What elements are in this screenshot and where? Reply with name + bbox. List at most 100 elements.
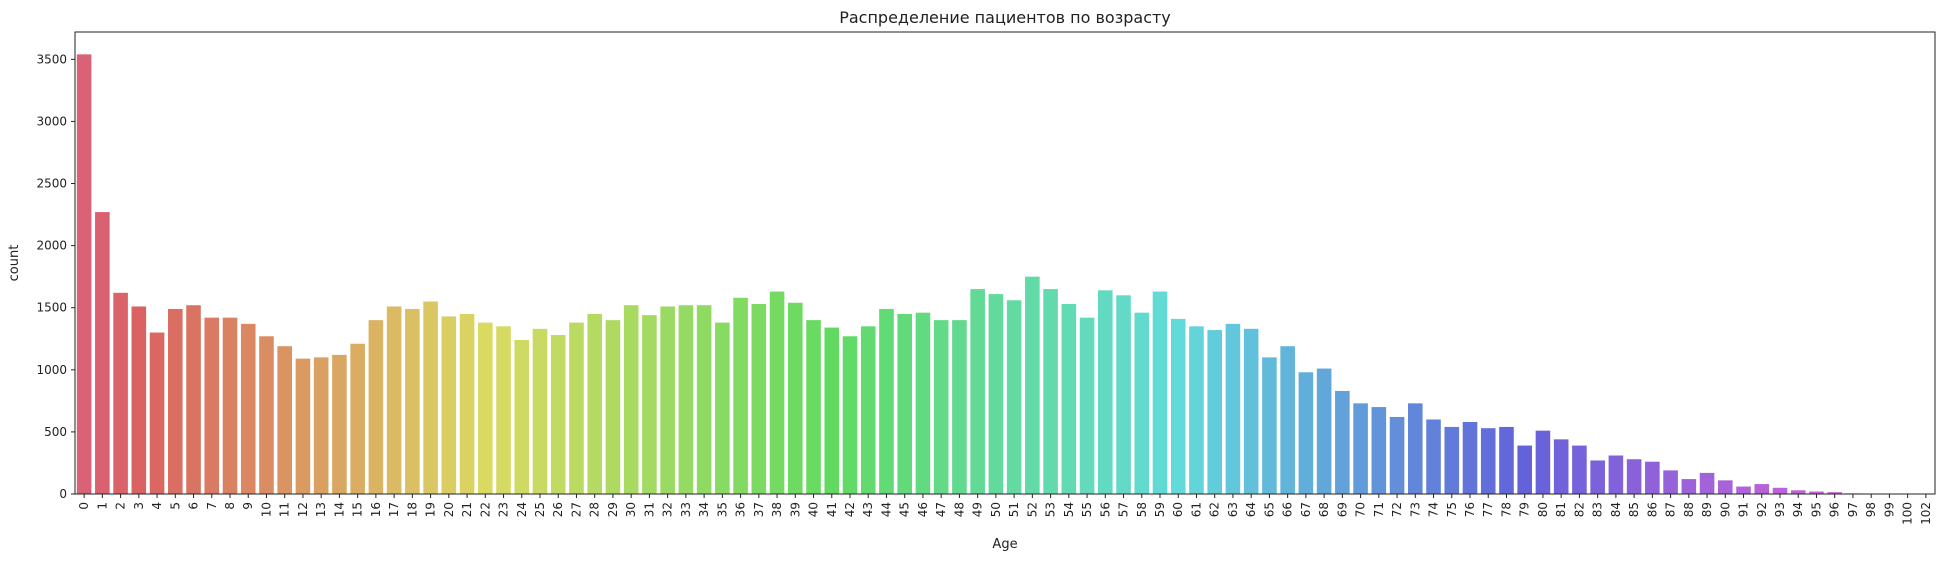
x-tick-label: 53 <box>1044 502 1058 517</box>
x-tick-label: 54 <box>1062 502 1076 517</box>
bar-age-57 <box>1116 295 1131 494</box>
x-tick-label: 18 <box>405 502 419 517</box>
bar-age-58 <box>1134 313 1149 494</box>
y-tick-label: 3500 <box>36 52 67 66</box>
x-tick-label: 59 <box>1153 502 1167 517</box>
x-tick-label: 86 <box>1645 502 1659 517</box>
x-tick-label: 65 <box>1262 502 1276 517</box>
bar-age-89 <box>1700 473 1715 494</box>
x-tick-label: 77 <box>1481 502 1495 517</box>
x-tick-label: 6 <box>187 502 201 510</box>
bar-age-47 <box>934 320 949 494</box>
x-tick-label: 55 <box>1080 502 1094 517</box>
bar-age-11 <box>277 346 292 494</box>
x-tick-label: 94 <box>1791 502 1805 517</box>
x-tick-label: 100 <box>1901 502 1915 525</box>
bar-age-74 <box>1426 419 1441 494</box>
x-tick-label: 5 <box>168 502 182 510</box>
bar-age-6 <box>186 305 201 494</box>
x-tick-label: 39 <box>788 502 802 517</box>
x-tick-label: 74 <box>1427 502 1441 517</box>
bar-age-90 <box>1718 480 1733 494</box>
x-tick-label: 70 <box>1354 502 1368 517</box>
bar-age-59 <box>1153 292 1168 494</box>
x-tick-label: 38 <box>770 502 784 517</box>
bar-age-31 <box>642 315 657 494</box>
bar-age-9 <box>241 324 256 494</box>
bar-age-12 <box>296 359 311 494</box>
x-tick-label: 88 <box>1682 502 1696 517</box>
x-tick-label: 97 <box>1846 502 1860 517</box>
x-tick-label: 7 <box>205 502 219 510</box>
x-tick-label: 83 <box>1591 502 1605 517</box>
x-tick-label: 89 <box>1700 502 1714 517</box>
bar-age-94 <box>1791 490 1806 494</box>
x-tick-label: 90 <box>1718 502 1732 517</box>
bar-age-45 <box>897 314 912 494</box>
x-tick-label: 27 <box>569 502 583 517</box>
bar-age-19 <box>423 302 438 495</box>
bar-age-46 <box>916 313 931 494</box>
x-tick-label: 57 <box>1117 502 1131 517</box>
x-tick-label: 99 <box>1882 502 1896 517</box>
bar-age-26 <box>551 335 566 494</box>
bar-age-65 <box>1262 357 1277 494</box>
bar-age-55 <box>1080 318 1095 494</box>
y-tick-label: 0 <box>59 487 67 501</box>
bar-age-25 <box>533 329 548 494</box>
x-tick-label: 43 <box>861 502 875 517</box>
x-tick-label: 60 <box>1171 502 1185 517</box>
bar-age-16 <box>369 320 384 494</box>
x-tick-label: 12 <box>296 502 310 517</box>
x-tick-label: 71 <box>1372 502 1386 517</box>
bars-group <box>77 54 1933 494</box>
x-tick-label: 47 <box>934 502 948 517</box>
y-tick-label: 2000 <box>36 239 67 253</box>
x-tick-label: 51 <box>1007 502 1021 517</box>
x-tick-label: 21 <box>460 502 474 517</box>
x-tick-label: 58 <box>1135 502 1149 517</box>
bar-age-35 <box>715 323 730 494</box>
x-tick-label: 73 <box>1408 502 1422 517</box>
bar-age-8 <box>223 318 238 494</box>
x-tick-label: 46 <box>916 502 930 517</box>
bar-age-37 <box>752 304 767 494</box>
x-tick-label: 30 <box>624 502 638 517</box>
bar-age-21 <box>460 314 475 494</box>
bar-age-17 <box>387 306 402 494</box>
x-tick-label: 52 <box>1025 502 1039 517</box>
y-tick-label: 1500 <box>36 301 67 315</box>
x-tick-label: 64 <box>1244 502 1258 517</box>
x-tick-label: 22 <box>478 502 492 517</box>
x-axis-label: Age <box>992 537 1017 552</box>
bar-age-44 <box>879 309 894 494</box>
bar-age-87 <box>1663 470 1678 494</box>
x-tick-label: 16 <box>369 502 383 517</box>
x-tick-label: 40 <box>807 502 821 517</box>
bar-age-33 <box>679 305 694 494</box>
x-tick-label: 35 <box>715 502 729 517</box>
bar-age-5 <box>168 309 183 494</box>
x-tick-label: 1 <box>95 502 109 510</box>
bar-age-80 <box>1536 431 1551 494</box>
bar-age-82 <box>1572 446 1587 494</box>
x-tick-label: 42 <box>843 502 857 517</box>
x-tick-label: 3 <box>132 502 146 510</box>
x-tick-label: 2 <box>114 502 128 510</box>
bar-age-1 <box>95 212 110 494</box>
y-axis-label: count <box>7 245 22 282</box>
x-tick-label: 69 <box>1335 502 1349 517</box>
y-tick-label: 2500 <box>36 177 67 191</box>
bar-age-52 <box>1025 277 1040 494</box>
x-tick-label: 81 <box>1554 502 1568 517</box>
bar-age-69 <box>1335 391 1350 494</box>
bar-age-64 <box>1244 329 1259 494</box>
bar-age-86 <box>1645 462 1660 494</box>
bar-age-32 <box>660 306 675 494</box>
x-tick-label: 78 <box>1499 502 1513 517</box>
x-tick-label: 61 <box>1189 502 1203 517</box>
bar-age-66 <box>1280 346 1295 494</box>
bar-age-83 <box>1590 460 1605 494</box>
x-tick-label: 9 <box>241 502 255 510</box>
